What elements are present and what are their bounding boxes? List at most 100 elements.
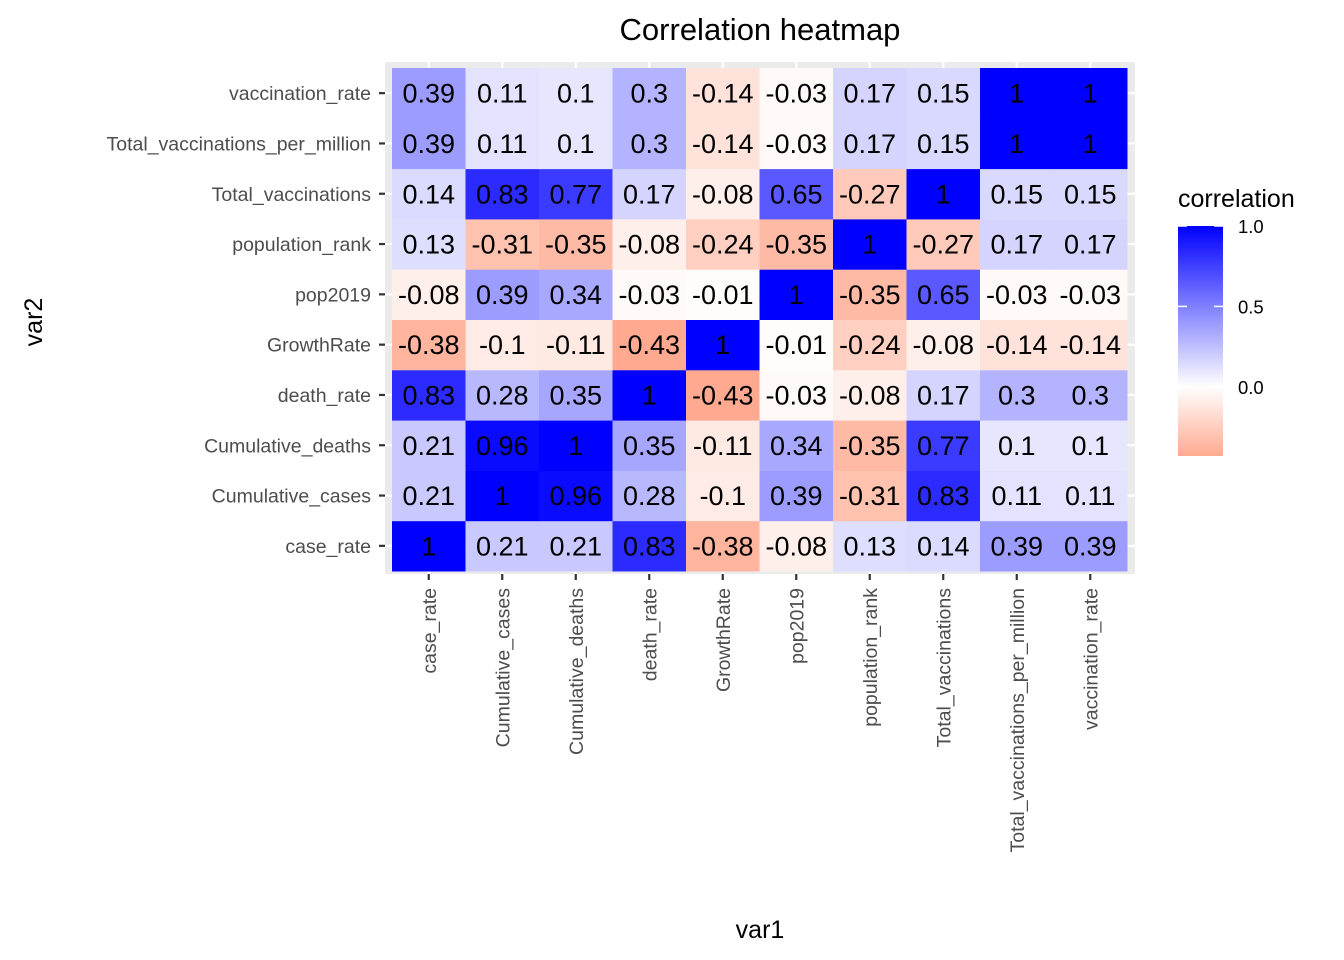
heatmap-cell-value: -0.03 [1059, 280, 1121, 310]
x-tick-label: vaccination_rate [1080, 588, 1102, 730]
heatmap-cell-value: -0.14 [692, 79, 754, 109]
heatmap-cell-value: 0.1 [557, 79, 595, 109]
heatmap-cell-value: 0.39 [1064, 531, 1117, 561]
heatmap-cell [759, 470, 834, 522]
heatmap-cell-value: 0.17 [990, 230, 1043, 260]
heatmap-cell [833, 470, 907, 522]
heatmap-cell-value: 0.3 [630, 79, 668, 109]
heatmap-cell [612, 520, 687, 572]
heatmap-cell-value: 0.1 [1071, 431, 1109, 461]
heatmap-cell [1053, 319, 1128, 371]
heatmap-cell [465, 269, 540, 320]
heatmap-cell-value: -0.31 [471, 230, 533, 260]
heatmap-cell [980, 118, 1054, 170]
heatmap-cell [612, 420, 687, 471]
heatmap-cell-value: 0.83 [917, 481, 970, 511]
heatmap-cell-value: 0.15 [917, 79, 970, 109]
heatmap-cell [465, 470, 540, 522]
heatmap-cell [980, 168, 1054, 220]
heatmap-cell [539, 520, 613, 572]
heatmap-cell [465, 168, 540, 220]
heatmap-cell [1053, 520, 1128, 572]
heatmap-cell-value: 1 [1009, 129, 1024, 159]
heatmap-cell [906, 520, 981, 572]
heatmap-cell-value: 0.39 [770, 481, 823, 511]
heatmap-cell-value: 0.96 [476, 431, 529, 461]
heatmap-cell [392, 168, 466, 220]
heatmap-cell [686, 168, 760, 220]
heatmap-cell [612, 269, 687, 320]
heatmap-cell-value: -0.08 [839, 380, 901, 410]
heatmap-cell [392, 269, 466, 320]
heatmap-cell-value: 0.17 [917, 380, 970, 410]
heatmap-cell [1053, 369, 1128, 421]
heatmap-cell-value: 0.14 [917, 531, 970, 561]
heatmap-cell [686, 420, 760, 471]
heatmap-cell-value: 0.15 [990, 179, 1043, 209]
heatmap-cell-value: -0.35 [839, 431, 901, 461]
heatmap-cell [906, 470, 981, 522]
heatmap-cell-value: 0.13 [402, 230, 455, 260]
heatmap-cell-value: 0.21 [476, 531, 529, 561]
heatmap-cell-value: 0.65 [917, 280, 970, 310]
heatmap-cell-value: -0.1 [699, 481, 746, 511]
heatmap-cell [392, 420, 466, 471]
heatmap-cell [833, 218, 907, 270]
legend-title: correlation [1178, 185, 1295, 213]
heatmap-cell-value: 0.39 [990, 531, 1043, 561]
heatmap-cell-value: -0.03 [765, 380, 827, 410]
heatmap-cell-value: 0.21 [549, 531, 602, 561]
color-legend: correlation 1.0 0.5 0.0 [1178, 185, 1295, 456]
heatmap-cell-value: 0.1 [557, 129, 595, 159]
y-tick-label: case_rate [285, 536, 371, 558]
heatmap-cell [539, 470, 613, 522]
heatmap-cell [392, 520, 466, 572]
heatmap-cell [906, 68, 981, 119]
heatmap-cell [392, 68, 466, 119]
heatmap-cell [539, 68, 613, 119]
heatmap-cell-value: -0.24 [692, 230, 754, 260]
heatmap-cell [980, 470, 1054, 522]
heatmap-cell-value: 0.15 [917, 129, 970, 159]
heatmap-cell-value: -0.03 [765, 79, 827, 109]
heatmap-cell [392, 118, 466, 170]
heatmap-cell-value: 0.35 [623, 431, 676, 461]
heatmap-cell [980, 218, 1054, 270]
heatmap-cell-value: -0.11 [546, 330, 606, 360]
heatmap-cell-value: 1 [421, 531, 436, 561]
y-tick-label: Total_vaccinations_per_million [107, 133, 371, 155]
heatmap-cell [1053, 420, 1128, 471]
heatmap-cell-value: 0.3 [630, 129, 668, 159]
heatmap-cell-value: 0.35 [549, 380, 602, 410]
heatmap-cell-value: -0.11 [693, 431, 753, 461]
heatmap-cell [539, 420, 613, 471]
legend-color-bar [1178, 226, 1223, 456]
heatmap-cell [1053, 470, 1128, 522]
heatmap-cell [686, 319, 760, 371]
heatmap-cell [612, 168, 687, 220]
heatmap-cell [833, 369, 907, 421]
x-tick-label: Cumulative_deaths [566, 588, 588, 755]
heatmap-cell-value: 0.11 [477, 129, 528, 159]
heatmap-cell [612, 68, 687, 119]
heatmap-cell-value: -0.24 [839, 330, 901, 360]
heatmap-cell-value: 1 [789, 280, 804, 310]
y-tick-label: pop2019 [295, 284, 371, 306]
heatmap-cell-value: 0.11 [991, 481, 1042, 511]
heatmap-cell [906, 118, 981, 170]
x-axis: case_rate Cumulative_cases Cumulative_deat… [419, 574, 1102, 852]
heatmap-cell-value: 0.13 [843, 531, 896, 561]
heatmap-cell-value: 0.96 [549, 481, 602, 511]
x-tick-label: pop2019 [786, 588, 808, 664]
x-tick-label: case_rate [419, 588, 441, 674]
heatmap-cell-value: 0.65 [770, 179, 823, 209]
heatmap-cell [1053, 68, 1128, 119]
heatmap-cell-value: 0.21 [402, 481, 455, 511]
heatmap-cell [759, 520, 834, 572]
heatmap-cell [539, 118, 613, 170]
heatmap-cell [539, 319, 613, 371]
heatmap-cell [906, 218, 981, 270]
heatmap-cell [759, 269, 834, 320]
x-axis-title: var1 [736, 916, 785, 944]
